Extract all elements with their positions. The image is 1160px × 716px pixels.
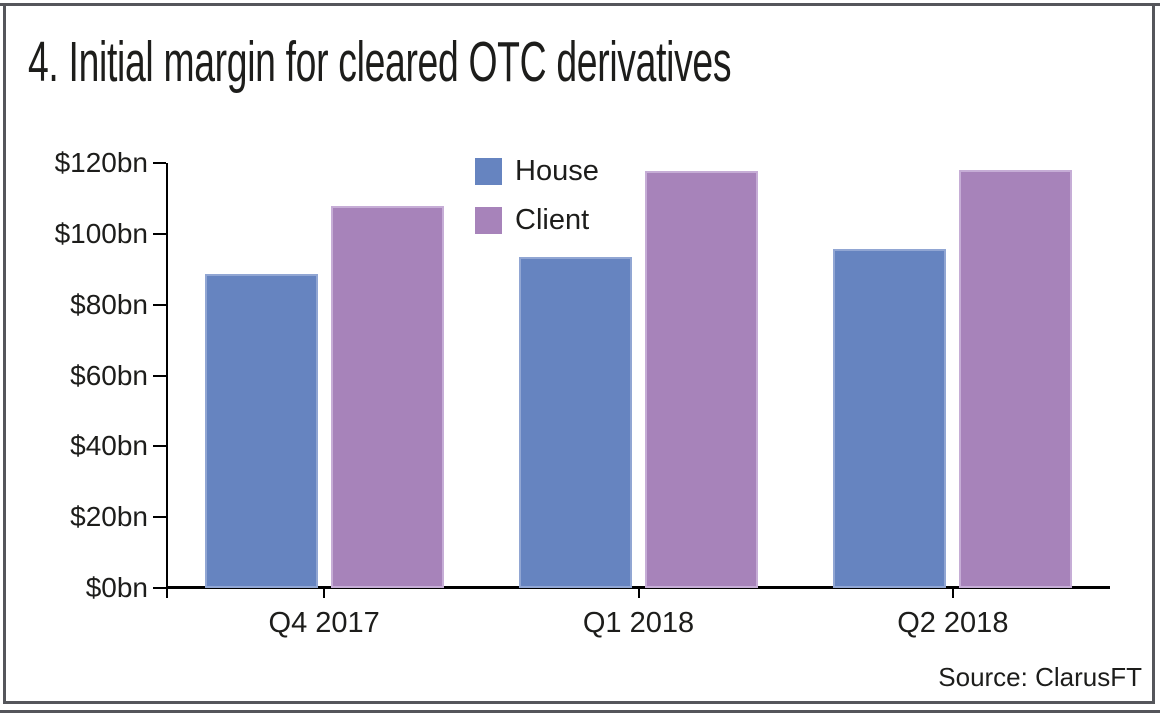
- legend-label: Client: [515, 204, 590, 236]
- figure-frame-border: [3, 3, 1155, 704]
- x-axis-tick: [323, 589, 326, 598]
- x-axis-label: Q1 2018: [582, 607, 695, 639]
- y-axis-tick: [153, 303, 166, 306]
- bar-client-q2-2018: [959, 170, 1073, 588]
- y-axis-tick: [153, 232, 166, 235]
- x-axis-label: Q2 2018: [897, 607, 1009, 639]
- bar-client-q1-2018: [645, 171, 758, 588]
- bar-house-q4-2017: [204, 274, 318, 588]
- legend: House Client: [475, 157, 599, 255]
- bar-house-q1-2018: [519, 257, 632, 588]
- x-axis-label: Q4 2017: [268, 607, 380, 639]
- y-axis-tick: [153, 374, 166, 377]
- y-axis-line: [166, 163, 168, 598]
- y-axis-label: $120bn: [54, 147, 148, 178]
- y-axis-tick: [153, 445, 166, 448]
- y-axis-label: $20bn: [70, 501, 148, 533]
- source-note: Source: ClarusFT: [938, 662, 1142, 692]
- y-axis-label: $60bn: [70, 359, 148, 391]
- y-axis-label: $0bn: [85, 572, 148, 603]
- bar-client-q4-2017: [330, 206, 444, 588]
- x-axis-tick: [637, 589, 640, 598]
- legend-item-house: House: [475, 157, 599, 186]
- y-axis-tick: [153, 162, 166, 164]
- y-axis-tick: [153, 587, 166, 589]
- y-axis-tick: [153, 516, 166, 519]
- y-axis-label: $100bn: [54, 217, 148, 249]
- bar-house-q2-2018: [833, 249, 947, 588]
- x-axis-tick: [951, 589, 954, 598]
- legend-swatch-client: [475, 207, 502, 234]
- legend-swatch-house: [475, 158, 502, 185]
- legend-label: House: [515, 155, 599, 187]
- legend-item-client: Client: [475, 206, 599, 235]
- x-axis-line: [166, 586, 1110, 589]
- chart-title: 4. Initial margin for cleared OTC deriva…: [28, 30, 732, 94]
- y-axis-label: $80bn: [70, 288, 148, 320]
- y-axis-label: $40bn: [70, 430, 148, 462]
- bottom-border-rule: [0, 710, 1160, 713]
